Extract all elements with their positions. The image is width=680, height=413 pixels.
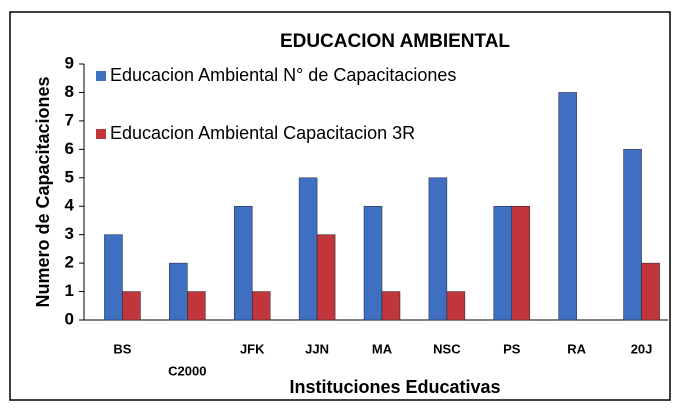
x-tick-label: JFK bbox=[240, 341, 265, 356]
bar bbox=[187, 291, 206, 321]
y-tick-label: 9 bbox=[65, 53, 74, 72]
y-tick-label: 3 bbox=[65, 224, 74, 243]
bar bbox=[104, 234, 123, 321]
legend-swatch bbox=[96, 71, 106, 81]
y-tick-label: 2 bbox=[65, 253, 74, 272]
y-tick-label: 4 bbox=[65, 196, 75, 215]
bar bbox=[641, 262, 660, 321]
bar bbox=[298, 177, 318, 321]
bar bbox=[493, 205, 513, 321]
x-axis-title: Instituciones Educativas bbox=[289, 377, 500, 397]
legend-label: Educacion Ambiental Capacitacion 3R bbox=[110, 123, 415, 143]
bar bbox=[251, 291, 271, 321]
x-tick-label: C2000 bbox=[168, 363, 206, 378]
y-tick-label: 8 bbox=[65, 82, 74, 101]
legend-label: Educacion Ambiental N° de Capacitaciones bbox=[110, 65, 456, 85]
bar bbox=[623, 149, 642, 321]
x-tick-label: 20J bbox=[631, 341, 653, 356]
x-tick-label: PS bbox=[503, 341, 521, 356]
y-tick-label: 5 bbox=[65, 167, 74, 186]
bar bbox=[363, 205, 383, 321]
x-tick-label: MA bbox=[372, 341, 393, 356]
x-tick-label: BS bbox=[113, 341, 131, 356]
bar bbox=[511, 205, 531, 321]
bar bbox=[122, 291, 141, 321]
y-axis-title: Numero de Capacitaciones bbox=[33, 76, 53, 307]
bar bbox=[381, 291, 401, 321]
y-tick-label: 0 bbox=[65, 309, 74, 328]
legend-swatch bbox=[96, 129, 106, 139]
bar bbox=[428, 177, 448, 321]
bar bbox=[233, 205, 253, 321]
y-tick-label: 6 bbox=[65, 139, 74, 158]
bar bbox=[316, 234, 336, 321]
bar bbox=[558, 92, 577, 321]
y-tick-label: 7 bbox=[65, 110, 74, 129]
x-tick-label: RA bbox=[567, 341, 586, 356]
bar bbox=[446, 291, 466, 321]
y-tick-label: 1 bbox=[65, 281, 74, 300]
bar bbox=[169, 262, 188, 321]
chart-title: EDUCACION AMBIENTAL bbox=[280, 31, 510, 52]
x-tick-label: NSC bbox=[433, 341, 461, 356]
x-tick-label: JJN bbox=[305, 341, 329, 356]
